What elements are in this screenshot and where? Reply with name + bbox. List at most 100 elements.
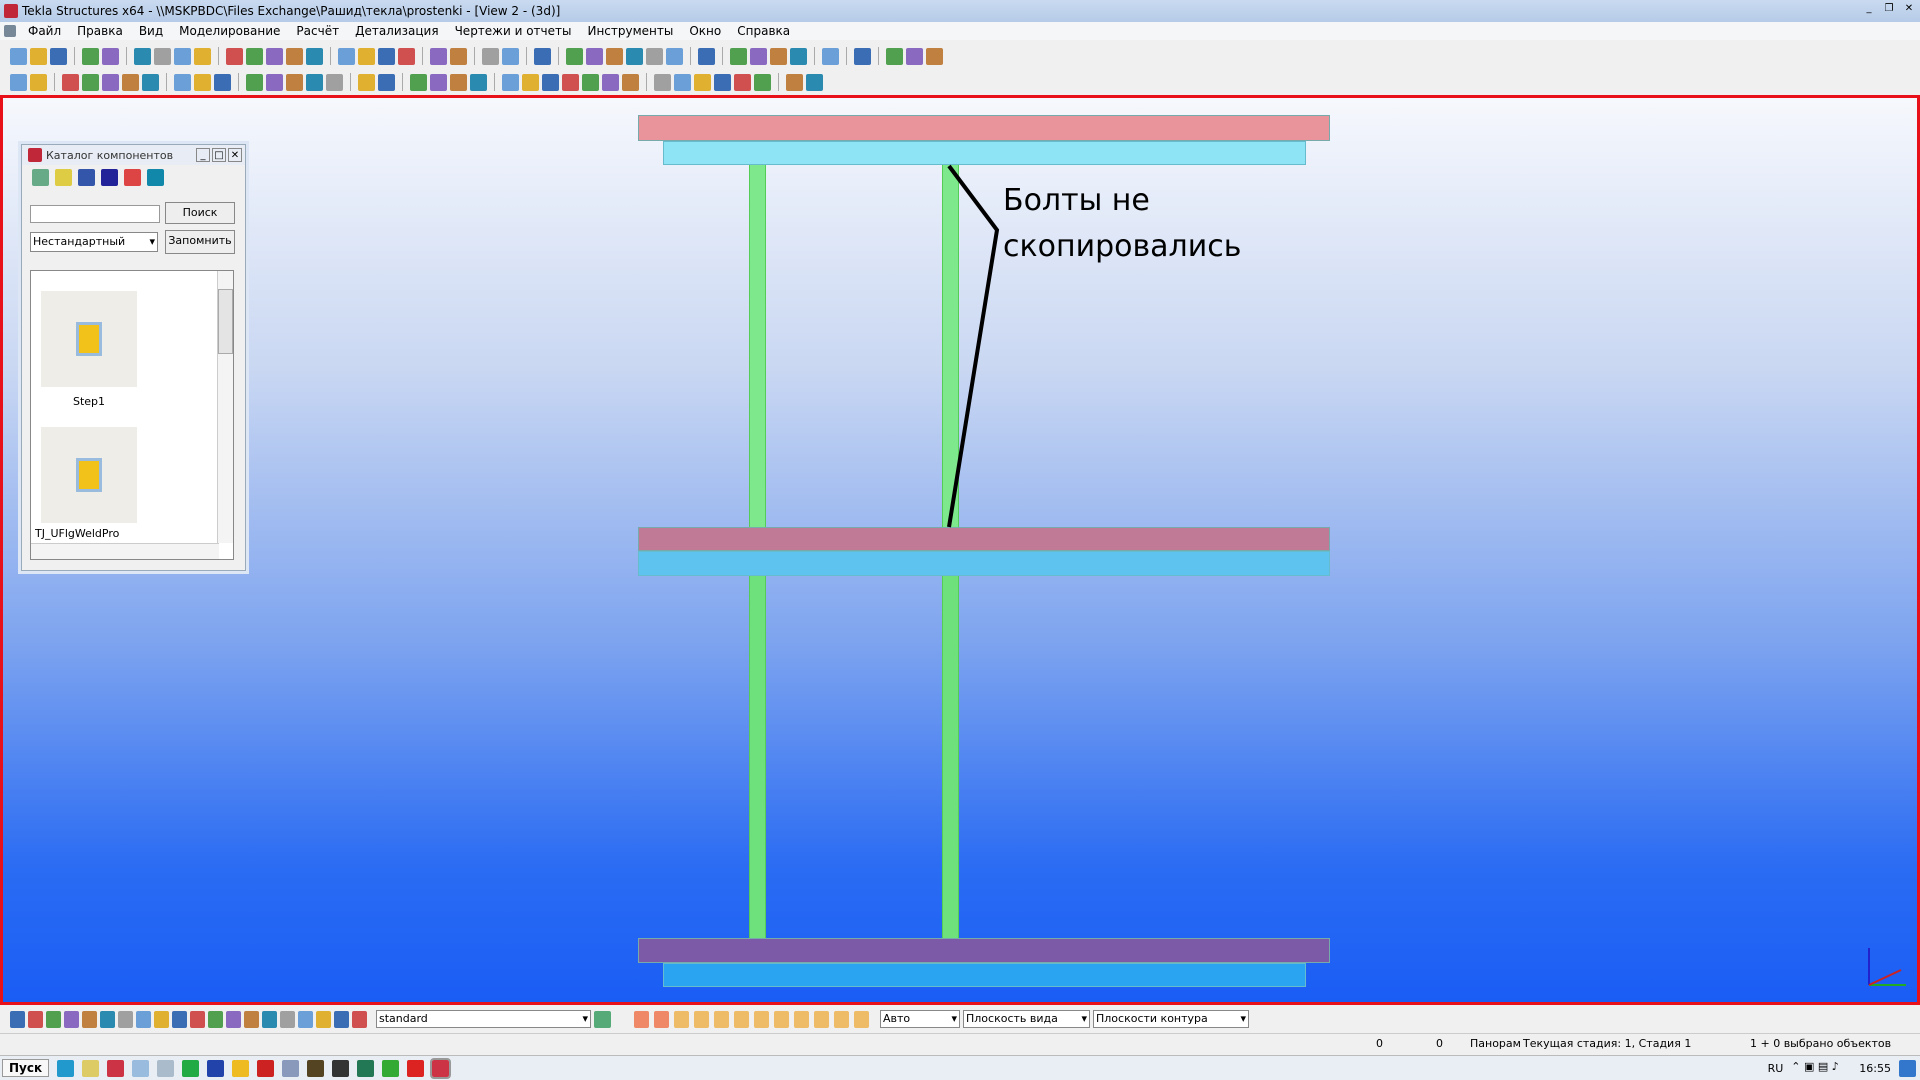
selection-filter-dropdown[interactable]: standard <box>376 1010 591 1028</box>
beam-icon[interactable] <box>82 73 99 91</box>
menu-item[interactable]: Моделирование <box>179 24 281 38</box>
object-icon[interactable] <box>562 73 579 91</box>
merge-icon[interactable] <box>582 73 599 91</box>
layers-icon[interactable] <box>770 47 787 65</box>
more-icon[interactable] <box>886 47 903 65</box>
maximize-button[interactable]: ❐ <box>1884 3 1894 14</box>
select-switch-icon[interactable] <box>208 1010 223 1028</box>
pad-icon[interactable] <box>142 73 159 91</box>
menu-item[interactable]: Файл <box>28 24 62 38</box>
start-button[interactable]: Пуск <box>2 1059 50 1077</box>
contour-plane-dropdown[interactable]: Плоскости контура <box>1093 1010 1249 1028</box>
snap-mode-dropdown[interactable]: Авто <box>880 1010 960 1028</box>
menu-item[interactable]: Вид <box>138 24 164 38</box>
folder-icon[interactable] <box>55 169 72 186</box>
copy2-icon[interactable] <box>730 47 747 65</box>
grid-icon[interactable] <box>566 47 583 65</box>
select-switch-icon[interactable] <box>262 1010 277 1028</box>
dim3-icon[interactable] <box>694 73 711 91</box>
app-icon[interactable] <box>926 47 943 65</box>
fitting-icon[interactable] <box>542 73 559 91</box>
move-icon[interactable] <box>174 47 191 65</box>
profile-icon[interactable] <box>147 169 164 186</box>
select-switch-icon[interactable] <box>298 1010 313 1028</box>
select-switch-icon[interactable] <box>118 1010 133 1028</box>
column-upper-left[interactable] <box>749 165 766 527</box>
beam-bottom-flange[interactable] <box>638 938 1330 963</box>
undo-icon[interactable] <box>82 47 99 65</box>
app3-icon[interactable] <box>357 1059 375 1077</box>
select-switch-icon[interactable] <box>46 1010 61 1028</box>
binoculars-icon[interactable] <box>410 73 427 91</box>
panel-icon[interactable] <box>306 73 323 91</box>
dim6-icon[interactable] <box>754 73 771 91</box>
column-lower-right[interactable] <box>942 576 959 938</box>
minimize-button[interactable]: _ <box>1866 3 1872 14</box>
paste-icon[interactable] <box>154 47 171 65</box>
polybeam-icon[interactable] <box>102 73 119 91</box>
snap-switch-icon[interactable] <box>814 1010 829 1028</box>
plate-icon[interactable] <box>358 47 375 65</box>
select-switch-icon[interactable] <box>154 1010 169 1028</box>
select-icon[interactable] <box>306 47 323 65</box>
dim2-icon[interactable] <box>674 73 691 91</box>
select-switch-icon[interactable] <box>82 1010 97 1028</box>
bend-icon[interactable] <box>194 73 211 91</box>
snap-switch-icon[interactable] <box>794 1010 809 1028</box>
list-view-icon[interactable] <box>78 169 95 186</box>
catalog-icon[interactable] <box>822 47 839 65</box>
spellcheck-icon[interactable] <box>124 169 141 186</box>
dim5-icon[interactable] <box>734 73 751 91</box>
ie-icon[interactable] <box>57 1059 75 1077</box>
components-icon[interactable] <box>450 73 467 91</box>
assembly-icon[interactable] <box>378 47 395 65</box>
snap-switch-icon[interactable] <box>674 1010 689 1028</box>
vertical-scrollbar[interactable] <box>217 271 233 543</box>
snap-icon[interactable] <box>430 47 447 65</box>
beam-bottom-web[interactable] <box>663 963 1306 987</box>
outlook-icon[interactable] <box>232 1059 250 1077</box>
select-switch-icon[interactable] <box>172 1010 187 1028</box>
filter2-icon[interactable] <box>502 47 519 65</box>
select-switch-icon[interactable] <box>100 1010 115 1028</box>
snap-switch-icon[interactable] <box>634 1010 649 1028</box>
remember-button[interactable]: Запомнить <box>165 230 235 254</box>
search-input[interactable] <box>30 205 160 223</box>
open-icon[interactable] <box>30 47 47 65</box>
app2-icon[interactable] <box>332 1059 350 1077</box>
acrobat-icon[interactable] <box>257 1059 275 1077</box>
folder-icon[interactable] <box>906 47 923 65</box>
catalog-item-step1[interactable] <box>41 291 137 387</box>
snap-switch-icon[interactable] <box>694 1010 709 1028</box>
query-icon[interactable] <box>534 47 551 65</box>
cut-line-icon[interactable] <box>502 73 519 91</box>
view-icon[interactable] <box>226 47 243 65</box>
language-indicator[interactable]: RU <box>1767 1061 1784 1075</box>
work-plane-dropdown[interactable]: Плоскость вида <box>963 1010 1090 1028</box>
rebar-icon[interactable] <box>358 73 375 91</box>
arc-icon[interactable] <box>646 47 663 65</box>
bolt-icon[interactable] <box>666 47 683 65</box>
part-icon[interactable] <box>338 47 355 65</box>
select-switch-icon[interactable] <box>334 1010 349 1028</box>
profile-icon[interactable] <box>430 73 447 91</box>
horizontal-scrollbar[interactable] <box>31 543 219 559</box>
window-icon[interactable] <box>246 47 263 65</box>
3d-view[interactable]: Болты не скопировались <box>0 95 1920 1005</box>
app1-icon[interactable] <box>307 1059 325 1077</box>
snap2-icon[interactable] <box>450 47 467 65</box>
filter-settings-icon[interactable] <box>594 1010 611 1028</box>
curved-beam-icon[interactable] <box>286 73 303 91</box>
menu-item[interactable]: Инструменты <box>587 24 674 38</box>
pin-icon[interactable] <box>698 47 715 65</box>
notepad-icon[interactable] <box>132 1059 150 1077</box>
save-icon[interactable] <box>50 47 67 65</box>
split-icon[interactable] <box>602 73 619 91</box>
cast-icon[interactable] <box>398 47 415 65</box>
point-icon[interactable] <box>786 73 803 91</box>
catalog-filter-dropdown[interactable]: Нестандартный <box>30 232 158 252</box>
plate-tool-icon[interactable] <box>470 73 487 91</box>
cut-icon[interactable] <box>286 47 303 65</box>
settings-icon[interactable] <box>282 1059 300 1077</box>
beam-middle-flange[interactable] <box>638 527 1330 551</box>
